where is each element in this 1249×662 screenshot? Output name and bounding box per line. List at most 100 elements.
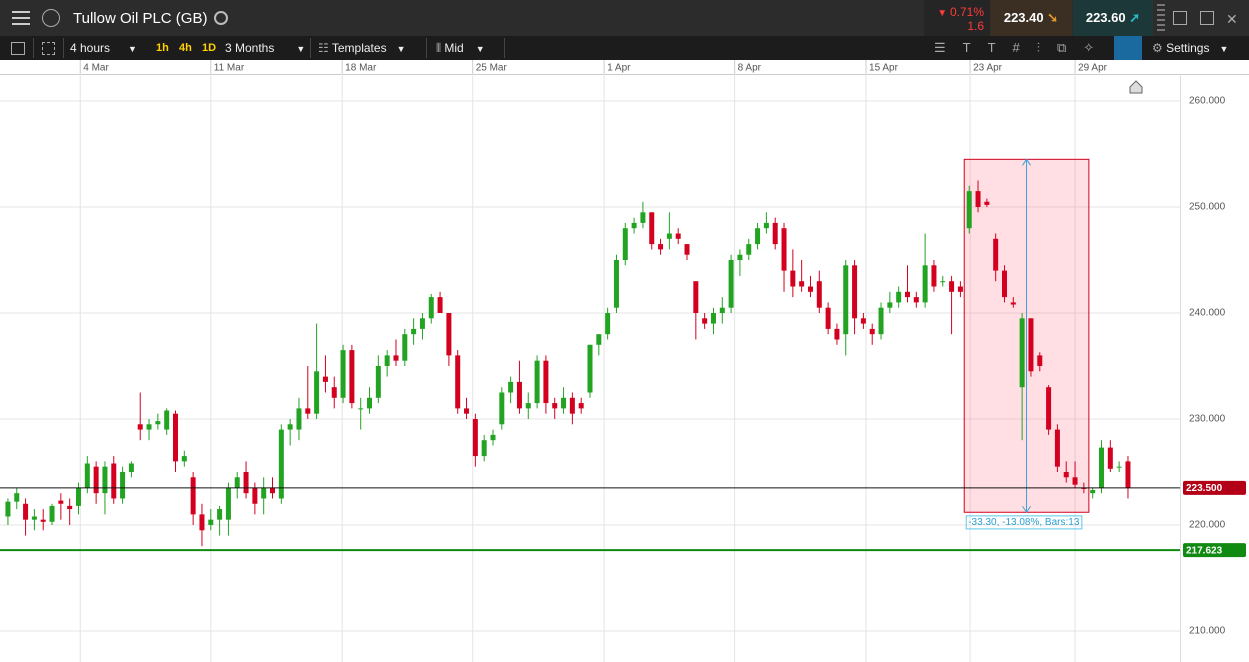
candle-body — [314, 371, 320, 414]
candle-body — [217, 509, 223, 520]
depth-icon[interactable] — [1157, 4, 1165, 32]
templates-select[interactable]: ☷ Templates ▼ — [318, 41, 406, 55]
candle-body — [331, 387, 337, 398]
range: 3 Months — [225, 41, 275, 55]
candle-body — [728, 260, 734, 308]
range-select[interactable]: 3 Months ▼ — [225, 41, 306, 55]
y-tick-label: 210.000 — [1189, 626, 1226, 637]
candle-body — [102, 466, 108, 494]
candle-body — [508, 381, 514, 393]
candle-body — [31, 516, 37, 520]
quick-interval[interactable]: 1D — [202, 42, 217, 54]
candle-body — [596, 334, 602, 345]
candle-body — [84, 463, 90, 488]
quick-interval[interactable]: 1h — [156, 42, 169, 54]
candle-body — [499, 392, 505, 425]
search-icon[interactable] — [214, 11, 228, 25]
candle-body — [684, 244, 690, 255]
price-type-select[interactable]: ⫴ Mid ▼ — [436, 41, 485, 55]
x-tick-label: 18 Mar — [345, 63, 377, 74]
candle-body — [14, 493, 20, 502]
candle-body — [702, 318, 708, 324]
candle-body — [799, 281, 805, 287]
buy-button[interactable]: 223.60 ➚ — [1073, 0, 1153, 36]
candle-body — [481, 440, 487, 457]
candle-body — [402, 334, 408, 361]
candle-body — [23, 503, 29, 520]
buy-price: 223.60 — [1085, 10, 1126, 25]
candle-body — [790, 270, 796, 287]
candle-body — [199, 514, 205, 531]
popout-icon[interactable] — [1200, 11, 1214, 25]
candle-body — [367, 397, 373, 409]
candle-body — [1010, 302, 1016, 305]
menu-icon[interactable] — [12, 11, 30, 25]
layout-icon[interactable] — [11, 42, 25, 55]
candle-body — [252, 487, 258, 504]
candle-body — [296, 408, 302, 430]
candle-body — [322, 376, 328, 382]
candle-body — [781, 228, 787, 271]
candle-body — [658, 244, 664, 250]
candle-body — [816, 281, 822, 308]
candle-body — [208, 519, 214, 525]
candle-body — [613, 260, 619, 308]
candle-body — [358, 408, 364, 410]
candle-body — [1116, 466, 1122, 468]
candle-body — [640, 212, 646, 223]
candle-body — [878, 307, 884, 335]
candle-body — [525, 403, 531, 409]
candle-body — [490, 434, 496, 441]
candle-body — [1081, 487, 1087, 489]
sell-button[interactable]: 223.40 ➘ — [990, 0, 1072, 36]
info-icon[interactable] — [42, 9, 60, 27]
candle-body — [120, 471, 126, 499]
chart: 210.000 220.000 230.000 240.000 250.000 260.0… — [0, 60, 1249, 662]
candle-body — [569, 397, 575, 414]
candle-body — [1046, 387, 1052, 430]
expand-icon[interactable] — [1173, 11, 1187, 25]
home-icon[interactable] — [1129, 80, 1143, 94]
change-percent-value: 0.71% — [949, 5, 984, 19]
candle-body — [860, 318, 866, 324]
change-points: 1.6 — [967, 19, 984, 33]
candle-body — [93, 466, 99, 494]
candle-body — [578, 403, 584, 409]
close-icon[interactable]: ✕ — [1226, 11, 1238, 27]
candle-body — [807, 286, 813, 292]
price-line-label: 217.623 — [1186, 545, 1223, 556]
quick-interval[interactable]: 4h — [179, 42, 192, 54]
tool-icons[interactable]: ☰TT#⫶⧉✧ — [934, 40, 1112, 55]
candle-body — [693, 281, 699, 313]
price-line-tag — [1183, 543, 1246, 558]
x-tick-label: 11 Mar — [214, 63, 245, 74]
grid-icon[interactable] — [42, 42, 55, 55]
candle-body — [984, 201, 990, 205]
candle-body — [1054, 429, 1060, 467]
candle-body — [1001, 270, 1007, 298]
interval-select[interactable]: 4 hours ▼ — [70, 41, 137, 55]
y-tick-label: 260.000 — [1189, 96, 1226, 107]
candle-body — [464, 408, 470, 414]
active-tool[interactable] — [1114, 36, 1142, 60]
candle-body — [305, 408, 311, 414]
candle-body — [887, 302, 893, 308]
candle-body — [58, 500, 64, 504]
candle-body — [922, 265, 928, 303]
candle-body — [543, 360, 549, 404]
x-tick-label: 4 Mar — [83, 63, 109, 74]
settings-button[interactable]: ⚙ Settings ▼ — [1152, 41, 1229, 55]
candle-body — [772, 222, 778, 245]
candle-body — [270, 487, 276, 494]
candle-body — [128, 463, 134, 472]
candle-body — [375, 365, 381, 398]
candle-body — [1019, 318, 1025, 388]
candle-body — [852, 265, 858, 319]
x-tick-label: 8 Apr — [738, 63, 762, 74]
candle-body — [913, 297, 919, 303]
candle-body — [190, 477, 196, 515]
candle-body — [419, 318, 425, 329]
candle-body — [225, 487, 231, 520]
candle-body — [834, 328, 840, 340]
